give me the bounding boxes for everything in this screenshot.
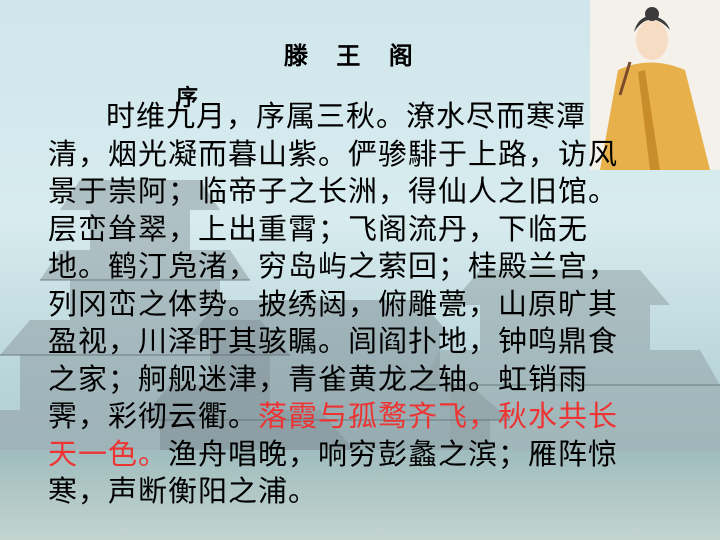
poem-part-2: 渔舟唱晚，响穷彭蠡之滨；雁阵惊寒，声断衡阳之浦。 bbox=[48, 436, 619, 509]
ground bbox=[0, 450, 720, 540]
page-subtitle: 序 bbox=[176, 86, 199, 111]
poem-highlight: 落霞与孤鹜齐飞，秋水共长天一色。 bbox=[48, 399, 619, 471]
page-title: 滕 王 阁 bbox=[284, 42, 423, 70]
scholar-figure-illustration bbox=[590, 0, 720, 170]
poem-part-1: 时维九月，序属三秋。潦水尽而寒潭清，烟光凝而暮山紫。俨骖騑于上路，访风景于崇阿；… bbox=[48, 99, 619, 433]
poem-text: 时维九月，序属三秋。潦水尽而寒潭清，烟光凝而暮山紫。俨骖騑于上路，访风景于崇阿；… bbox=[48, 98, 638, 511]
